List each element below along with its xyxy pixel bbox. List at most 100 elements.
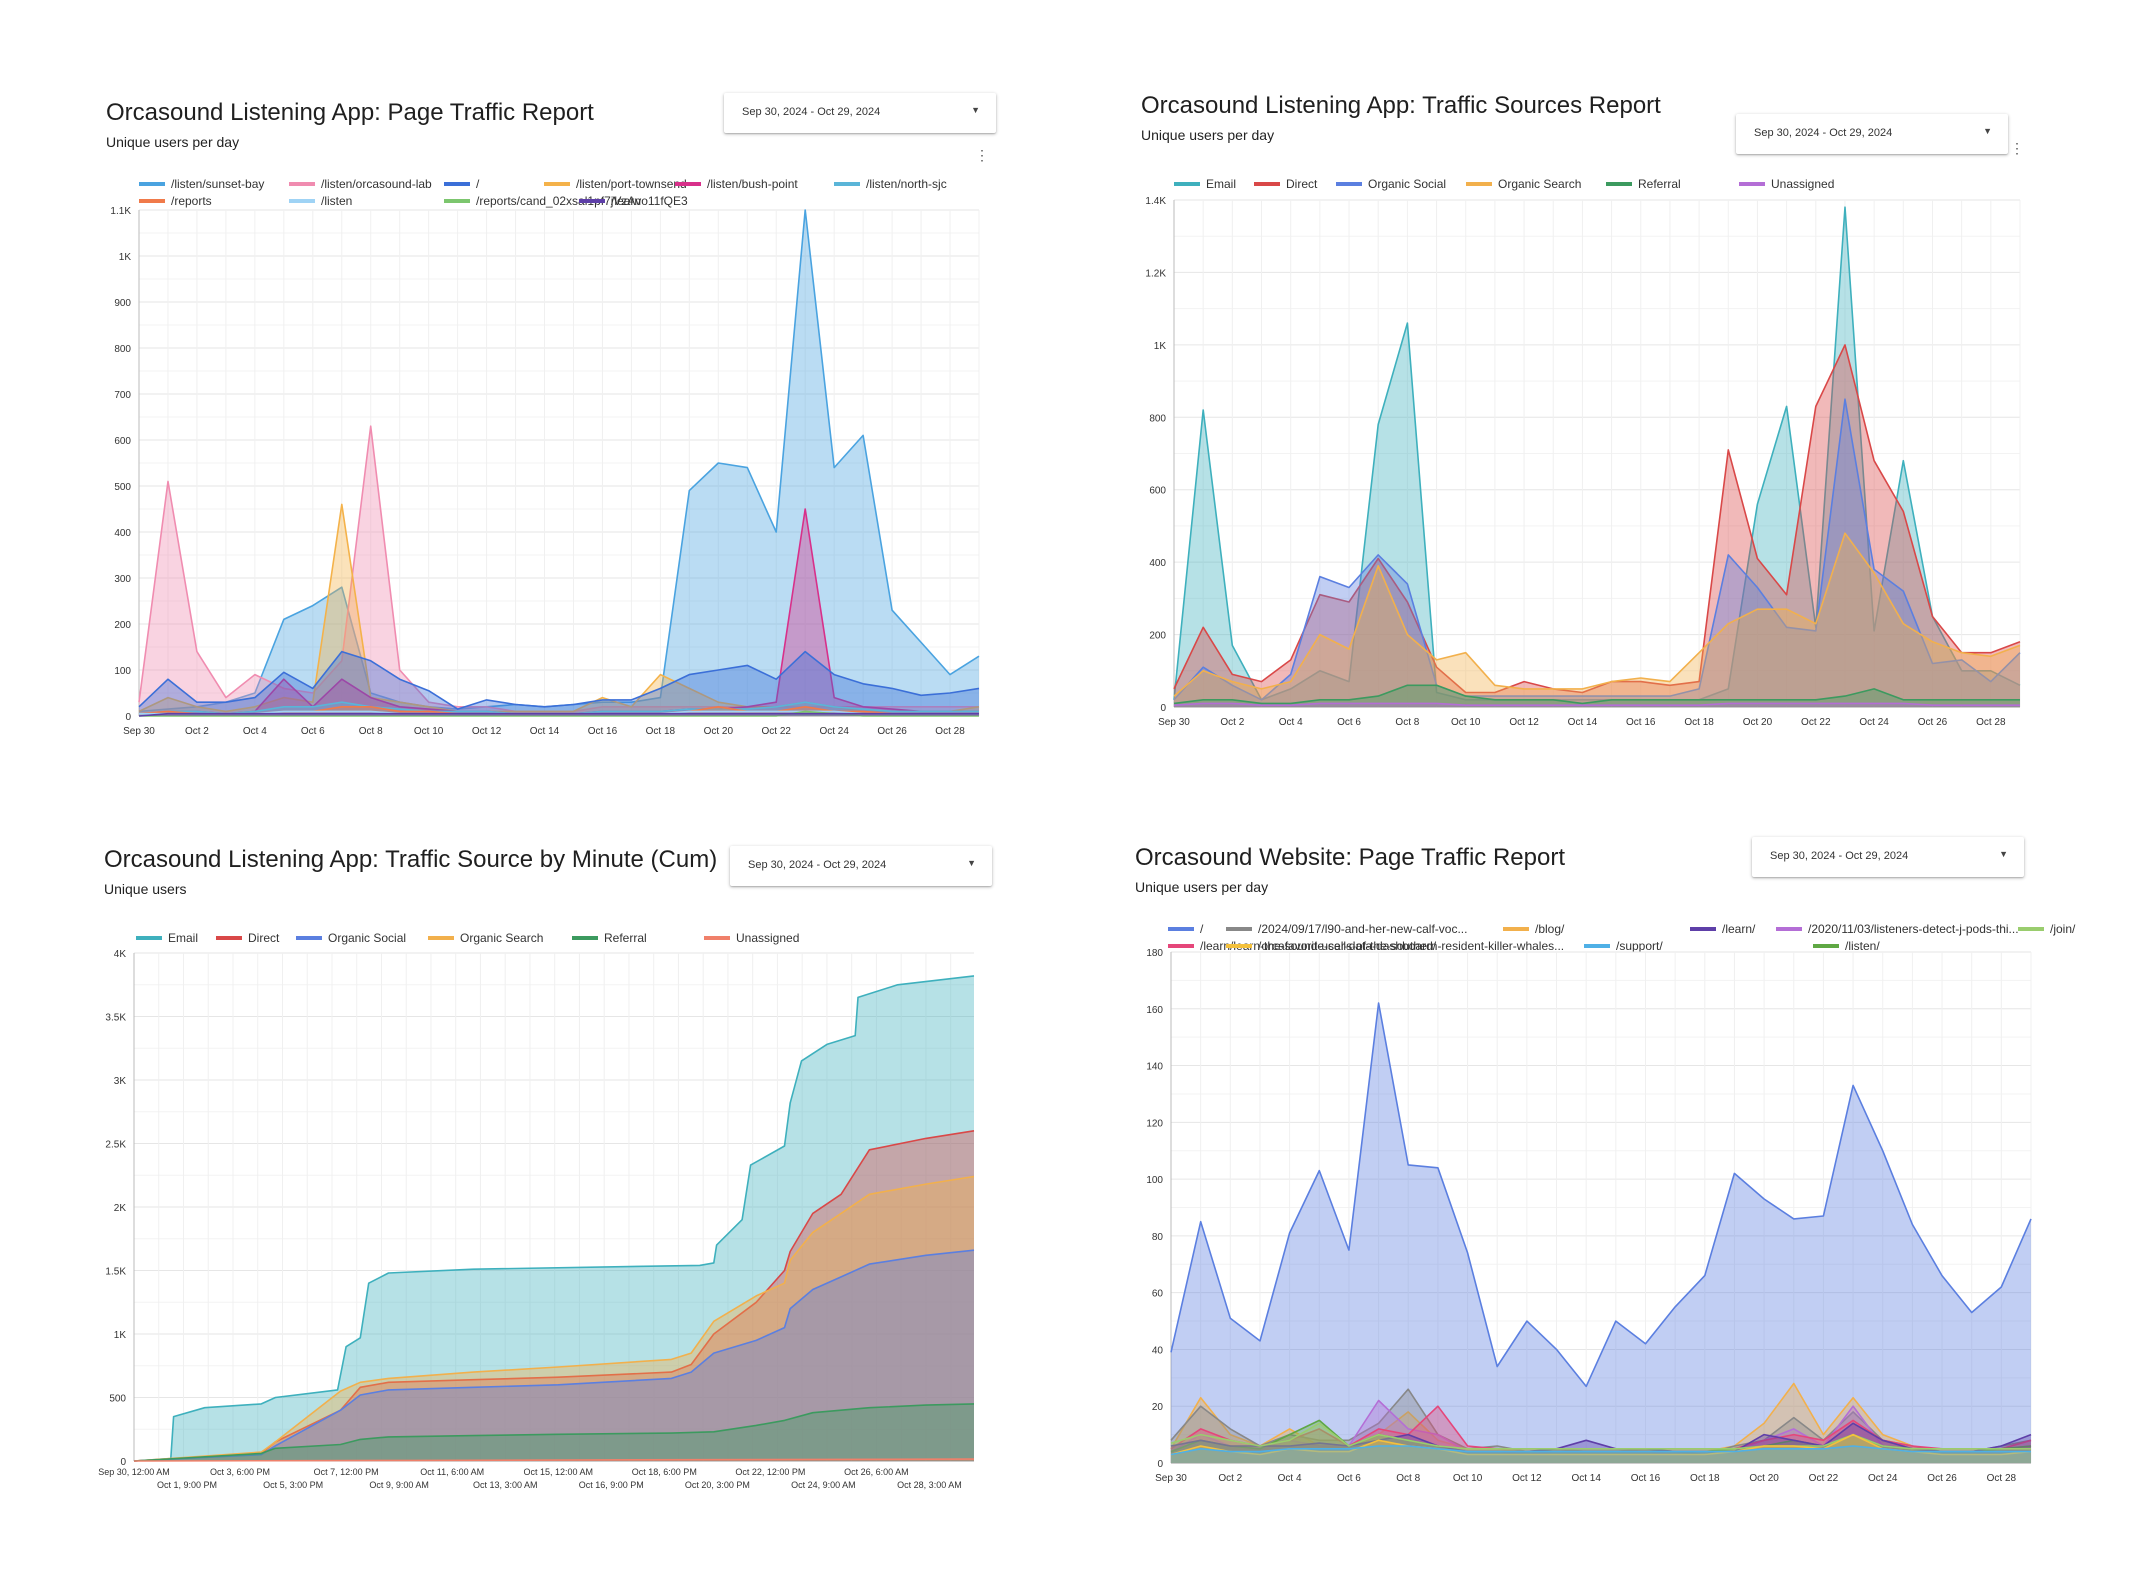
legend-label: Organic Social [328, 931, 407, 945]
legend-swatch [428, 936, 454, 940]
y-tick-label: 40 [1152, 1345, 1164, 1356]
legend-swatch [1336, 182, 1362, 186]
series-line [1170, 1002, 2032, 1388]
x-tick-label: Oct 18 [1690, 1473, 1720, 1484]
chart-legend: /listen/sunset-bay/listen/orcasound-lab /… [139, 177, 1009, 213]
y-tick-label: 1K [1154, 341, 1167, 352]
legend-swatch [1813, 944, 1839, 948]
legend-label: /blog/ [1535, 922, 1565, 936]
x-tick-label: Oct 4 [243, 726, 267, 737]
legend-label: Organic Search [460, 931, 544, 945]
legend-swatch [136, 936, 162, 940]
legend-swatch [675, 182, 701, 186]
x-tick-label: Oct 5, 3:00 PM [263, 1480, 323, 1490]
series-line [1173, 398, 2021, 701]
y-tick-label: 160 [1146, 1005, 1163, 1016]
legend-label: /reports [171, 194, 212, 208]
legend-swatch [289, 199, 315, 203]
x-tick-label: Oct 8 [1396, 1473, 1420, 1484]
legend-swatch [296, 936, 322, 940]
series-line [133, 1249, 975, 1462]
x-tick-label: Oct 4 [1278, 1473, 1302, 1484]
y-tick-label: 0 [120, 1457, 126, 1468]
legend-label: Unassigned [1771, 177, 1835, 191]
x-tick-label: Oct 1, 9:00 PM [157, 1480, 217, 1490]
series-line [133, 975, 975, 1462]
x-tick-label: Oct 28 [1987, 1473, 2017, 1484]
x-tick-label: Oct 12 [1512, 1473, 1542, 1484]
legend-label: /listen/orcasound-lab [321, 177, 432, 191]
area-chart-website-page-traffic: 0 20 40 60 80 100 120 140 160 180 Sep 30 Oct 2 Oct 4… [1146, 948, 2032, 1484]
x-tick-label: Oct 8 [1395, 717, 1419, 728]
series-line [1173, 344, 2021, 694]
y-tick-label: 0 [125, 712, 131, 723]
x-tick-label: Oct 22 [1809, 1473, 1839, 1484]
chart-legend: Email Direct Organic Social Organic Search R… [136, 931, 996, 951]
x-tick-label: Oct 9, 9:00 AM [369, 1480, 429, 1490]
y-tick-label: 1.5K [105, 1267, 126, 1278]
series-area [1171, 1423, 2031, 1463]
series-area [1171, 1420, 2031, 1463]
series-area [1174, 685, 2020, 707]
x-tick-label: Oct 22, 12:00 PM [735, 1467, 805, 1477]
x-tick-label: Oct 13, 3:00 AM [473, 1480, 538, 1490]
legend-swatch [1254, 182, 1280, 186]
caret-down-icon: ▼ [1983, 126, 1992, 136]
area-chart-page-traffic: 0 100 200 300 400 500 600 700 800 900 1K 1.1K Sep 30… [110, 206, 980, 737]
date-range-text: Sep 30, 2024 - Oct 29, 2024 [1754, 127, 1893, 139]
x-tick-label: Oct 26, 6:00 AM [844, 1467, 909, 1477]
date-range-picker[interactable]: Sep 30, 2024 - Oct 29, 2024 ▼ [1752, 837, 2024, 877]
x-tick-label: Oct 4 [1279, 717, 1303, 728]
x-tick-label: Oct 10 [1451, 717, 1481, 728]
legend-label: Organic Social [1368, 177, 1447, 191]
chart-subtitle: Unique users per day [1141, 127, 1275, 143]
more-options-icon[interactable]: ⋮ [975, 147, 989, 163]
legend-swatch [1174, 182, 1200, 186]
legend-label: /learn [611, 194, 642, 208]
chart-title: Orcasound Website: Page Traffic Report [1135, 844, 1565, 871]
legend-label: / [1200, 922, 1204, 936]
series-area [134, 1130, 974, 1461]
legend-label: /support/ [1616, 939, 1663, 953]
legend-label: Referral [604, 931, 647, 945]
date-range-picker[interactable]: Sep 30, 2024 - Oct 29, 2024 ▼ [1736, 114, 2008, 154]
series-line [1173, 532, 2021, 697]
y-tick-label: 500 [109, 1394, 126, 1405]
chart-title: Orcasound Listening App: Page Traffic Re… [106, 99, 594, 126]
legend-label: Email [1206, 177, 1237, 191]
chart-subtitle: Unique users per day [106, 134, 240, 150]
y-tick-label: 180 [1146, 948, 1163, 959]
date-range-picker[interactable]: Sep 30, 2024 - Oct 29, 2024 ▼ [730, 846, 992, 886]
series-line [138, 650, 980, 710]
legend-swatch [444, 199, 470, 203]
series-line [1170, 1422, 2032, 1453]
legend-label: Direct [1286, 177, 1318, 191]
x-tick-label: Oct 26 [877, 726, 907, 737]
series-area [1171, 1434, 2031, 1463]
caret-down-icon: ▼ [1999, 849, 2008, 859]
more-options-icon[interactable]: ⋮ [2010, 140, 2024, 156]
area-chart-traffic-by-minute: 0 500 1K 1.5K 2K 2.5K 3K 3.5K 4K Sep 30, 12:00 AM… [98, 949, 975, 1490]
caret-down-icon: ▼ [971, 105, 980, 115]
y-tick-label: 100 [114, 666, 131, 677]
legend-swatch [289, 182, 315, 186]
legend-label: /learn/learn-the-favorite-calls-of-the-s… [1200, 939, 1565, 953]
y-tick-label: 1K [114, 1330, 127, 1341]
series-area [139, 426, 979, 716]
legend-swatch [1739, 182, 1765, 186]
series-area [1171, 1423, 2031, 1463]
y-tick-label: 120 [1146, 1118, 1163, 1129]
x-tick-label: Oct 20 [1749, 1473, 1779, 1484]
x-tick-label: Oct 7, 12:00 PM [314, 1467, 379, 1477]
x-tick-label: Oct 14 [530, 726, 560, 737]
y-tick-label: 20 [1152, 1402, 1164, 1413]
legend-swatch [2018, 927, 2044, 931]
y-tick-label: 700 [114, 390, 131, 401]
series-line [133, 1175, 975, 1462]
legend-swatch [1606, 182, 1632, 186]
area-chart-traffic-sources: 0 200 400 600 800 1K 1.2K 1.4K Sep 30 Oct 2 Oct 4 O… [1145, 196, 2021, 728]
date-range-picker[interactable]: Sep 30, 2024 - Oct 29, 2024 ▼ [724, 93, 996, 133]
legend-label: /listen/ [1845, 939, 1880, 953]
legend-swatch [444, 182, 470, 186]
x-tick-label: Oct 16 [1626, 717, 1656, 728]
